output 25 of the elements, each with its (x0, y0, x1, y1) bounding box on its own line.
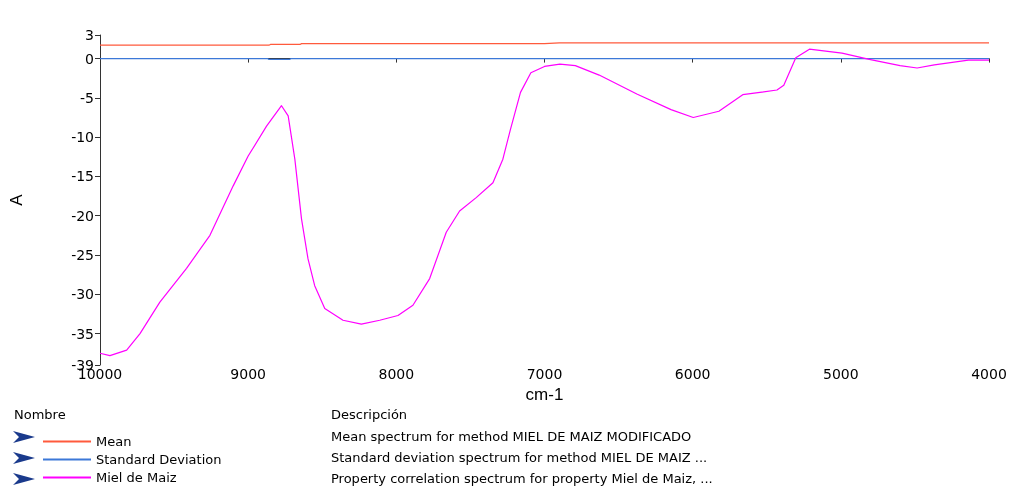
y-tick-label: -25 (71, 247, 94, 263)
y-tick-label: 3 (85, 27, 94, 43)
x-tick-label: 6000 (674, 366, 711, 382)
y-tick-label: 0 (85, 50, 94, 67)
x-tick-label: 7000 (526, 366, 563, 382)
x-tick-label: 8000 (378, 366, 415, 382)
x-tick-label: 4000 (971, 366, 1007, 382)
text: Descripción (331, 407, 408, 423)
text: Standard deviation spectrum for method MIEL DE MAIZ ... (331, 450, 708, 466)
x-tick-label: 5000 (823, 366, 859, 382)
legend-label: Mean (96, 434, 132, 449)
y-tick-label: -10 (71, 129, 94, 146)
y-tick-label: -35 (71, 325, 94, 342)
y-tick-label: -30 (71, 286, 94, 303)
y-axis-title: A (7, 193, 26, 206)
text: Property correlation spectrum for property Miel de Maiz, ... (331, 471, 713, 487)
y-tick-label: -5 (80, 89, 94, 106)
y-tick-label: -20 (71, 207, 94, 224)
legend-label: Standard Deviation (96, 452, 222, 467)
y-tick-label: -15 (71, 168, 94, 185)
legend-label: Miel de Maiz (96, 470, 177, 485)
text: Mean spectrum for method MIEL DE MAIZ MODIFICADO (331, 429, 692, 445)
x-axis-title: cm-1 (525, 384, 564, 404)
legend-title: Nombre (14, 407, 66, 423)
x-tick-label: 9000 (230, 366, 266, 382)
